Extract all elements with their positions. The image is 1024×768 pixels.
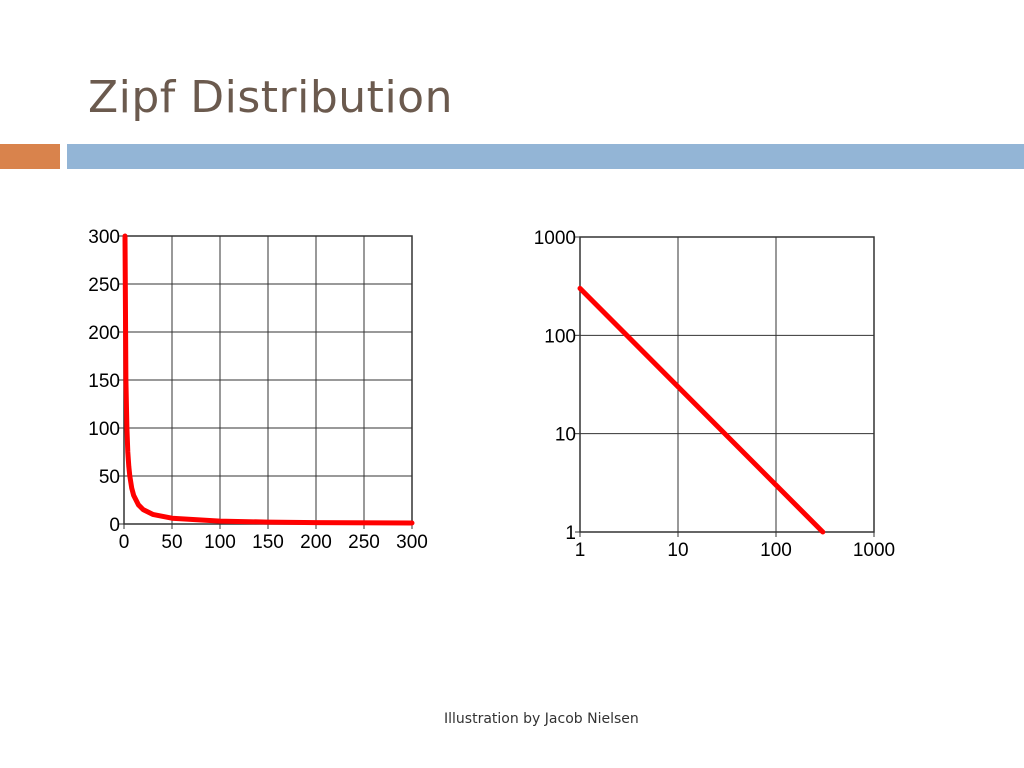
linear-xtick-label: 0 xyxy=(119,532,130,553)
accent-bar-blue xyxy=(67,144,1024,169)
slide-title: Zipf Distribution xyxy=(88,72,453,123)
loglog-xtick-label: 10 xyxy=(667,540,688,561)
loglog-ytick-label: 1 xyxy=(565,523,576,544)
loglog-plot-frame xyxy=(579,236,875,533)
linear-xtick-label: 50 xyxy=(161,532,182,553)
loglog-xtick-label: 100 xyxy=(760,540,792,561)
loglog-xtick-label: 1000 xyxy=(853,540,895,561)
linear-xtick-label: 100 xyxy=(204,532,236,553)
linear-series-line-0 xyxy=(122,233,415,526)
linear-xtick-label: 150 xyxy=(252,532,284,553)
loglog-xtick-label: 1 xyxy=(575,540,586,561)
linear-xtick-label: 200 xyxy=(300,532,332,553)
accent-bar-orange xyxy=(0,144,60,169)
linear-ytick-label: 200 xyxy=(88,323,120,344)
loglog-series-line-0 xyxy=(577,285,826,535)
linear-ytick-label: 300 xyxy=(88,227,120,248)
linear-xtick-label: 250 xyxy=(348,532,380,553)
linear-ytick-label: 50 xyxy=(99,467,120,488)
linear-ytick-label: 0 xyxy=(109,515,120,536)
loglog-ytick-label: 1000 xyxy=(534,228,576,249)
loglog-ytick-label: 100 xyxy=(544,326,576,347)
image-credit: Illustration by Jacob Nielsen xyxy=(444,711,639,727)
linear-xtick-label: 300 xyxy=(396,532,428,553)
linear-ytick-label: 150 xyxy=(88,371,120,392)
loglog-ytick-label: 10 xyxy=(555,425,576,446)
linear-ytick-label: 250 xyxy=(88,275,120,296)
linear-ytick-label: 100 xyxy=(88,419,120,440)
